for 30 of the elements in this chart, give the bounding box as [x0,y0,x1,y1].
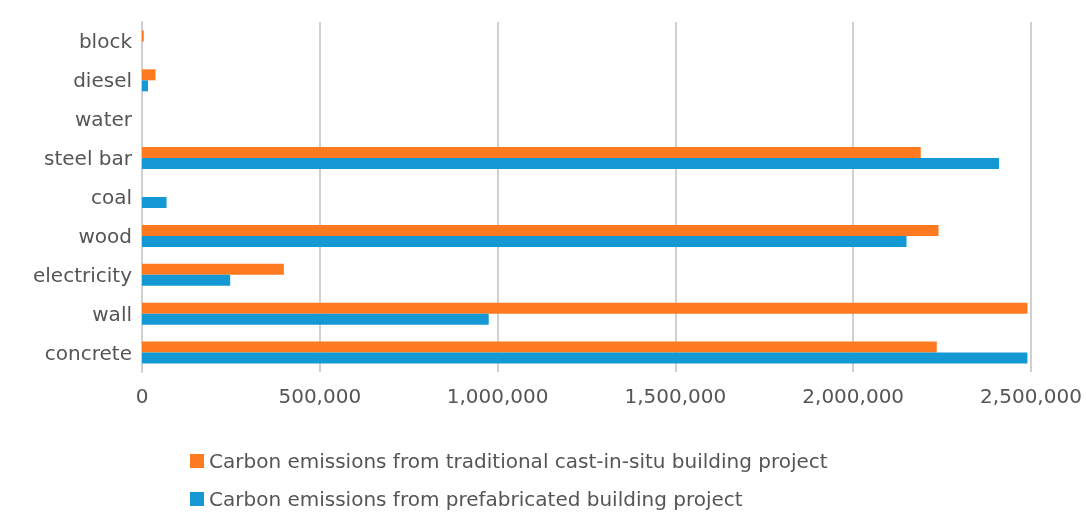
y-tick-label: electricity [32,262,133,287]
bar [142,224,939,236]
bar [142,263,284,275]
x-tick-label: 0 [135,384,149,408]
x-tick-label: 1,000,000 [446,384,549,408]
y-tick-label: block [78,29,133,54]
x-tick-label: 2,500,000 [980,384,1082,408]
bar [142,313,489,325]
x-tick-label: 500,000 [278,384,362,408]
y-tick-label: steel bar [44,146,133,171]
y-tick-label: wood [78,223,132,248]
y-tick-label: diesel [73,68,132,93]
bar [142,147,921,159]
y-tick-label: wall [92,301,132,326]
bar [142,197,167,208]
bar [142,302,1028,314]
legend-label: Carbon emissions from prefabricated building project [209,487,743,511]
bar [142,352,1028,364]
bar [142,69,156,81]
y-tick-label: concrete [44,340,132,365]
bar [142,158,999,170]
y-tick-label: coal [90,185,132,209]
y-tick-label: water [75,107,133,132]
x-tick-label: 1,500,000 [624,384,727,408]
x-tick-label: 2,000,000 [802,384,905,408]
bar [142,80,149,92]
bar [142,274,231,286]
legend-label: Carbon emissions from traditional cast-in-situ building project [209,449,828,473]
bar [142,235,907,247]
bar [142,341,937,353]
